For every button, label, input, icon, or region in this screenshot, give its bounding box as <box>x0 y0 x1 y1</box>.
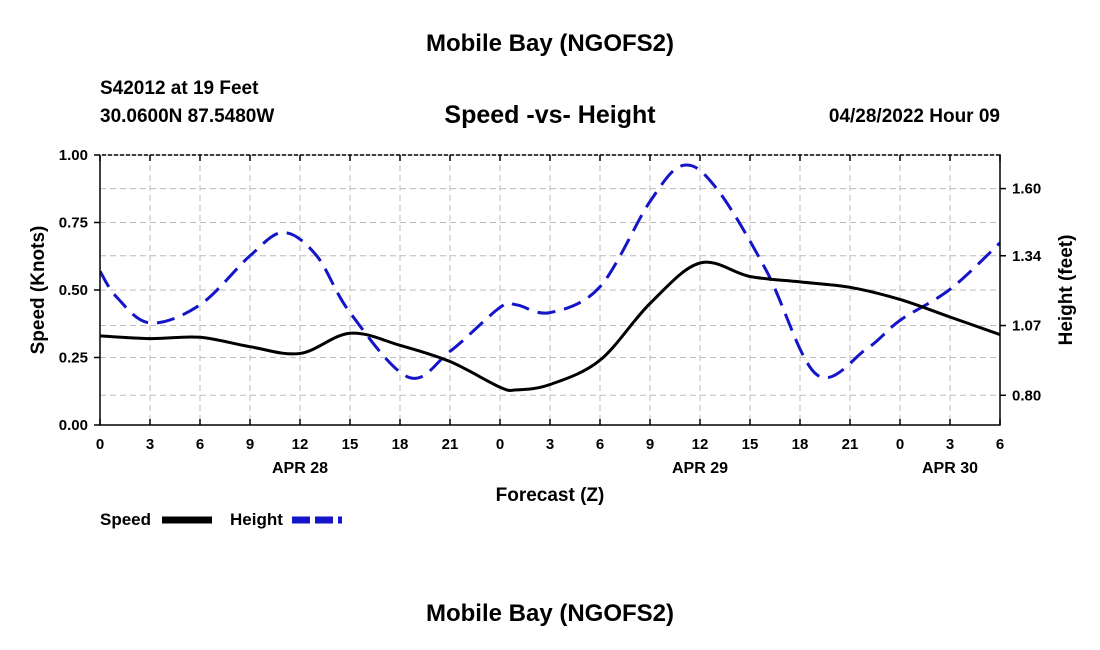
y-tick-label-right: 0.80 <box>1012 387 1041 404</box>
x-tick-label: 0 <box>496 436 504 453</box>
axes: 0 3 6 9 12 15 18 21 0 3 6 9 12 15 18 21 0 3 6 APR 28 APR 29 A… <box>28 147 1077 506</box>
x-tick-label: 0 <box>96 436 104 453</box>
date-label: APR 30 <box>922 460 978 477</box>
date-label: APR 28 <box>272 460 328 477</box>
series-line-height <box>100 163 1000 380</box>
coordinates-label: 30.0600N 87.5480W <box>100 106 275 127</box>
x-tick-label: 9 <box>646 436 654 453</box>
y-tick-label-left: 1.00 <box>59 147 88 164</box>
x-tick-label: 3 <box>946 436 954 453</box>
x-tick-label: 6 <box>996 436 1004 453</box>
x-tick-label: 21 <box>442 436 459 453</box>
chart-title: Mobile Bay (NGOFS2) <box>425 30 675 57</box>
chart-subtitle: Speed -vs- Height <box>444 101 656 129</box>
series-line-speed <box>100 260 1000 392</box>
x-tick-label: 12 <box>292 436 309 453</box>
y-tick-label-left: 0.50 <box>59 282 88 299</box>
legend-label-height: Height <box>230 510 283 529</box>
x-tick-label: 12 <box>692 436 709 453</box>
y-tick-label-left: 0.00 <box>59 417 88 434</box>
x-tick-label: 6 <box>196 436 204 453</box>
x-tick-label: 9 <box>246 436 254 453</box>
y-tick-label-right: 1.07 <box>1012 318 1041 335</box>
y-axis-label-right: Height (feet) <box>1056 235 1077 346</box>
station-label: S42012 at 19 Feet <box>100 78 259 99</box>
y-tick-label-right: 1.34 <box>1012 248 1042 265</box>
x-tick-label: 18 <box>392 436 409 453</box>
x-axis-label: Forecast (Z) <box>496 485 605 506</box>
x-tick-label: 18 <box>792 436 809 453</box>
legend: Speed Height <box>100 510 342 529</box>
x-tick-label: 0 <box>896 436 904 453</box>
legend-label-speed: Speed <box>100 510 151 529</box>
x-tick-label: 3 <box>546 436 554 453</box>
y-tick-label-left: 0.75 <box>59 215 88 232</box>
forecast-datetime: 04/28/2022 Hour 09 <box>828 106 1000 127</box>
grid <box>100 155 1000 425</box>
date-label: APR 29 <box>672 460 728 477</box>
x-tick-label: 15 <box>742 436 759 453</box>
x-tick-label: 15 <box>342 436 359 453</box>
x-tick-label: 3 <box>146 436 154 453</box>
x-tick-label: 21 <box>842 436 859 453</box>
footer-title: Mobile Bay (NGOFS2) <box>425 600 675 627</box>
x-tick-label: 6 <box>596 436 604 453</box>
series-layer <box>100 163 1000 392</box>
y-axis-label-left: Speed (Knots) <box>28 226 49 355</box>
y-tick-label-right: 1.60 <box>1012 181 1041 198</box>
y-tick-label-left: 0.25 <box>59 350 88 367</box>
